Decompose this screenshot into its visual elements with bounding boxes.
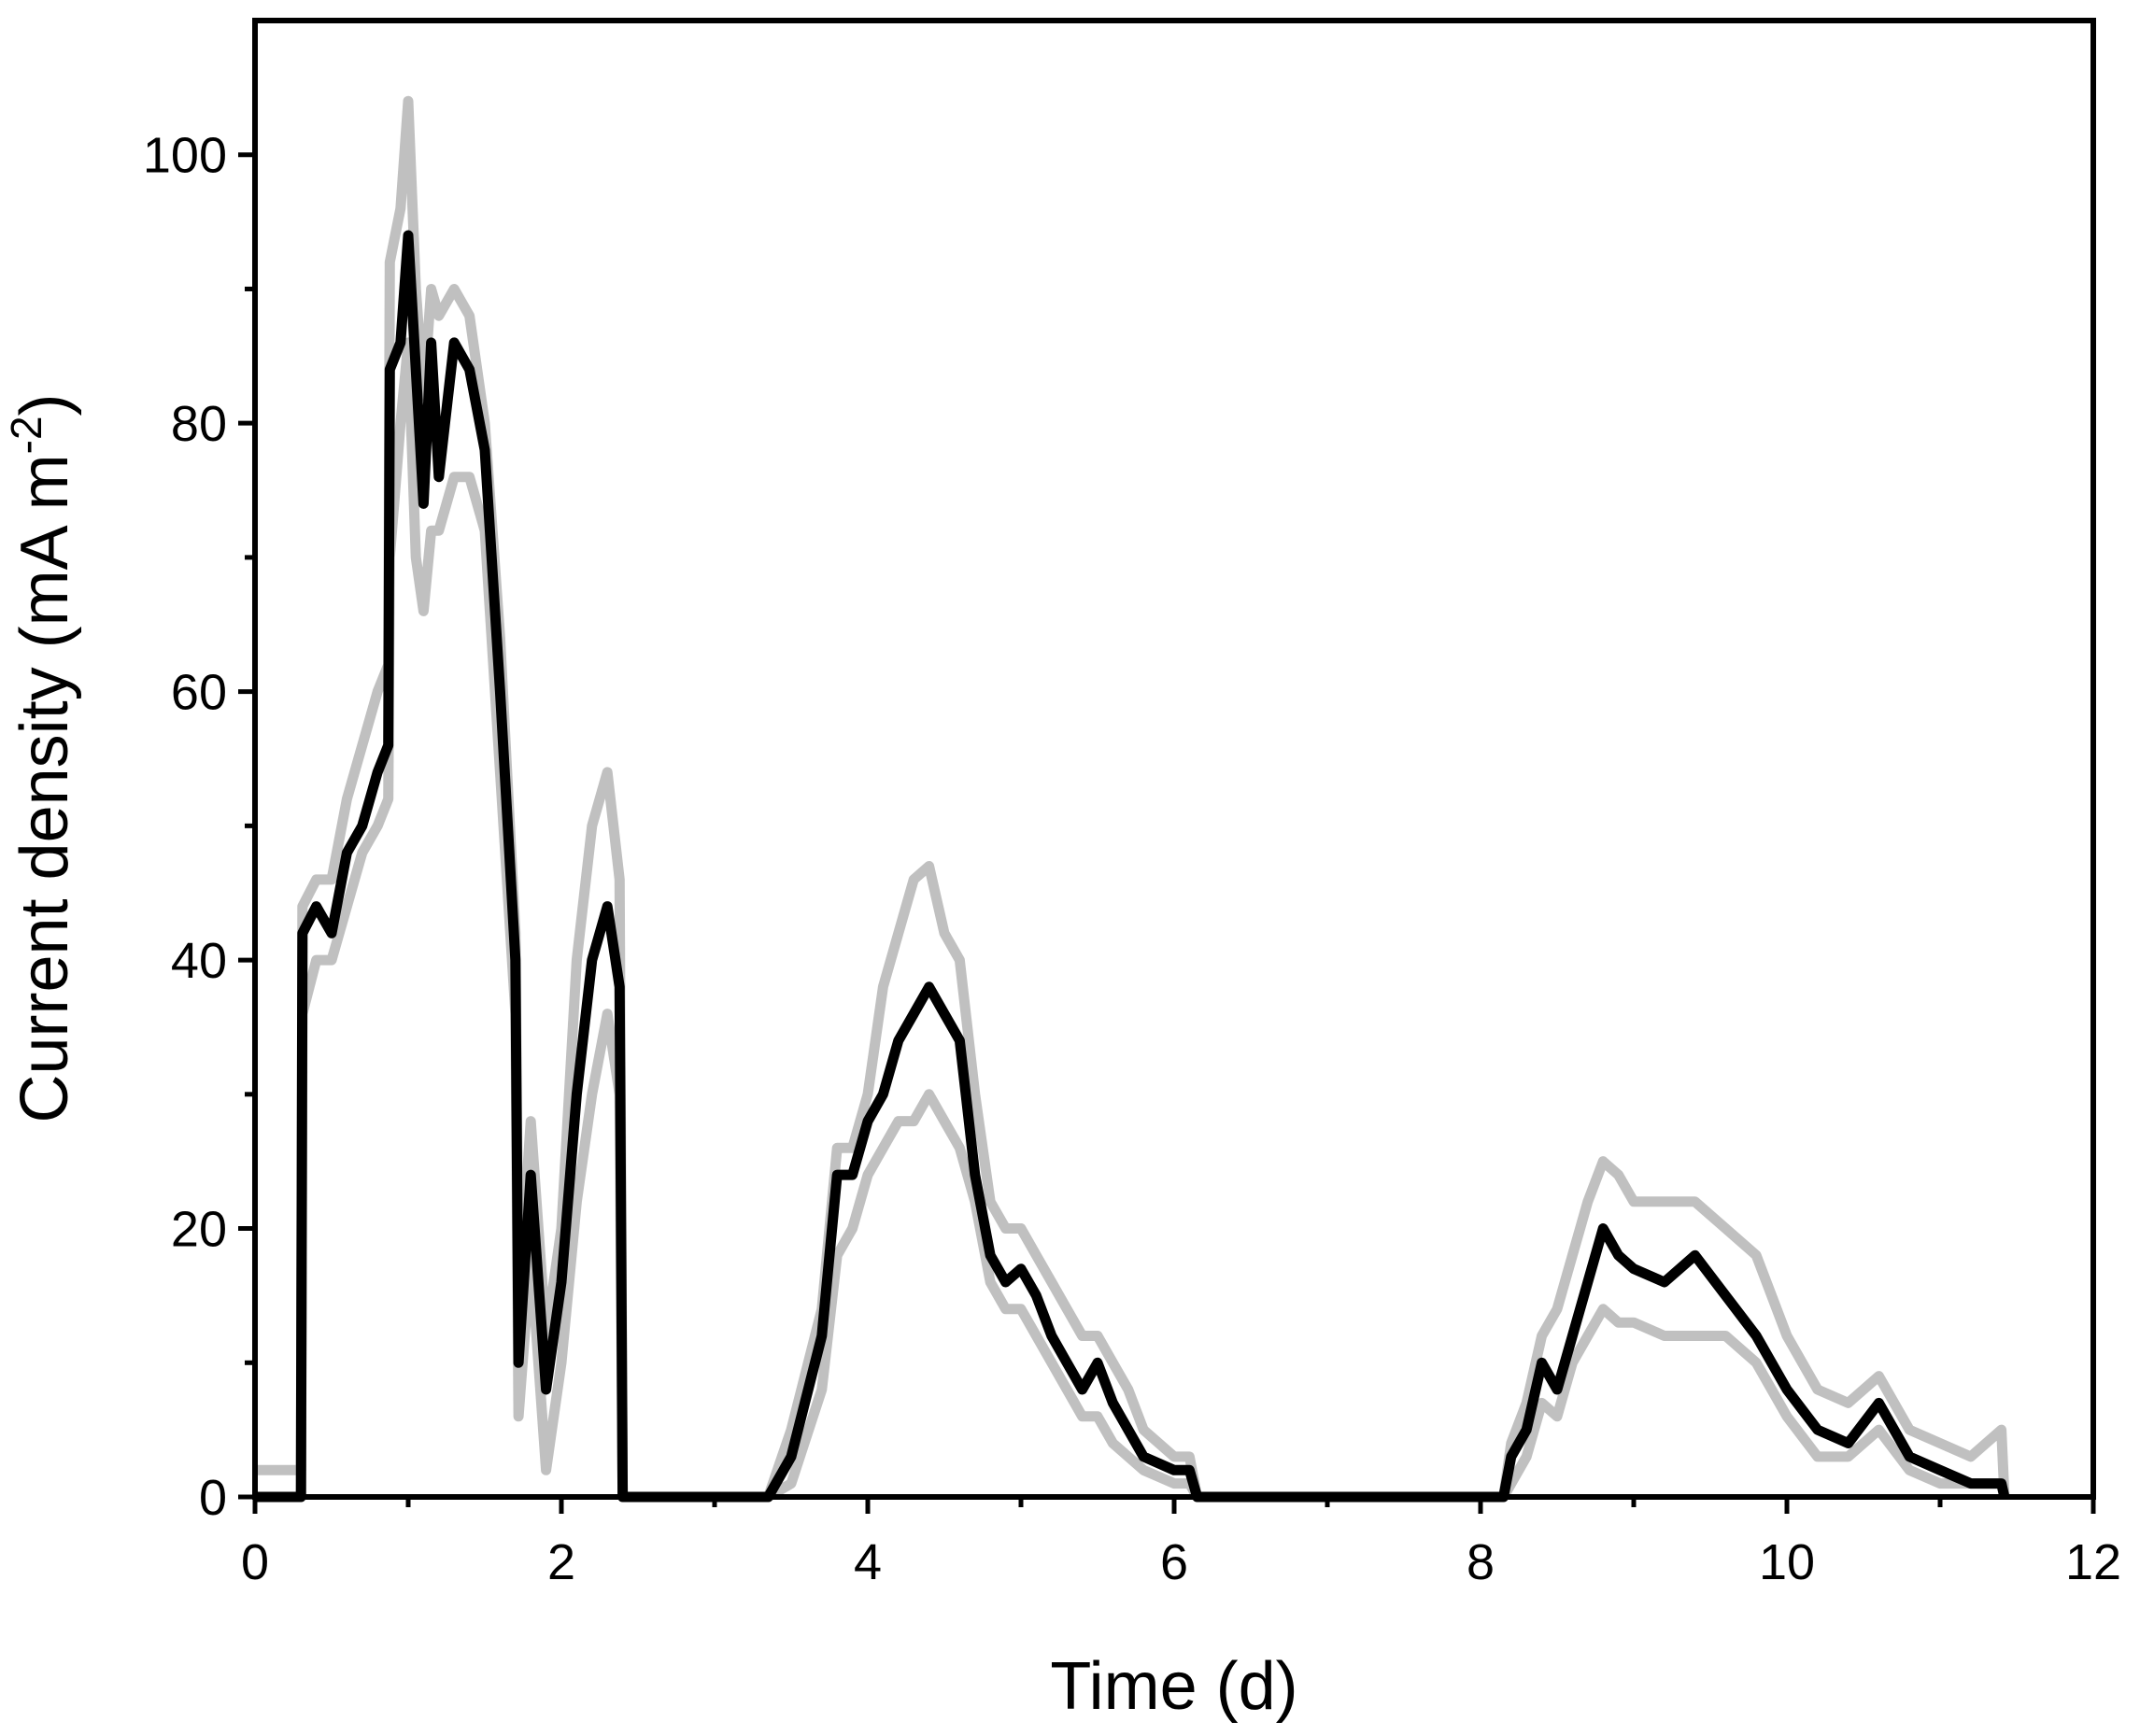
x-tick-label: 2 xyxy=(547,1534,575,1590)
x-tick-label: 4 xyxy=(854,1534,882,1590)
y-axis-label-sup: -2 xyxy=(2,416,50,454)
y-axis-label-end: ) xyxy=(7,393,82,416)
plot-area xyxy=(255,95,2010,1503)
data-line xyxy=(255,337,2010,1503)
y-tick-label: 20 xyxy=(171,1202,227,1258)
y-tick-label: 60 xyxy=(171,665,227,721)
y-tick-label: 80 xyxy=(171,396,227,452)
x-tick-label: 8 xyxy=(1467,1534,1495,1590)
data-line xyxy=(255,230,2010,1503)
x-tick-label: 0 xyxy=(241,1534,269,1590)
y-tick-label: 0 xyxy=(199,1470,227,1526)
y-tick-label: 40 xyxy=(171,933,227,989)
x-tick-label: 6 xyxy=(1160,1534,1188,1590)
y-axis-label-main: Current density (mA m xyxy=(7,454,82,1122)
x-tick-label: 10 xyxy=(1759,1534,1815,1590)
y-tick-label: 100 xyxy=(143,128,227,184)
x-axis-label: Time (d) xyxy=(1050,1649,1297,1724)
x-tick-label: 12 xyxy=(2065,1534,2121,1590)
y-axis-label: Current density (mA m-2) xyxy=(2,393,82,1122)
